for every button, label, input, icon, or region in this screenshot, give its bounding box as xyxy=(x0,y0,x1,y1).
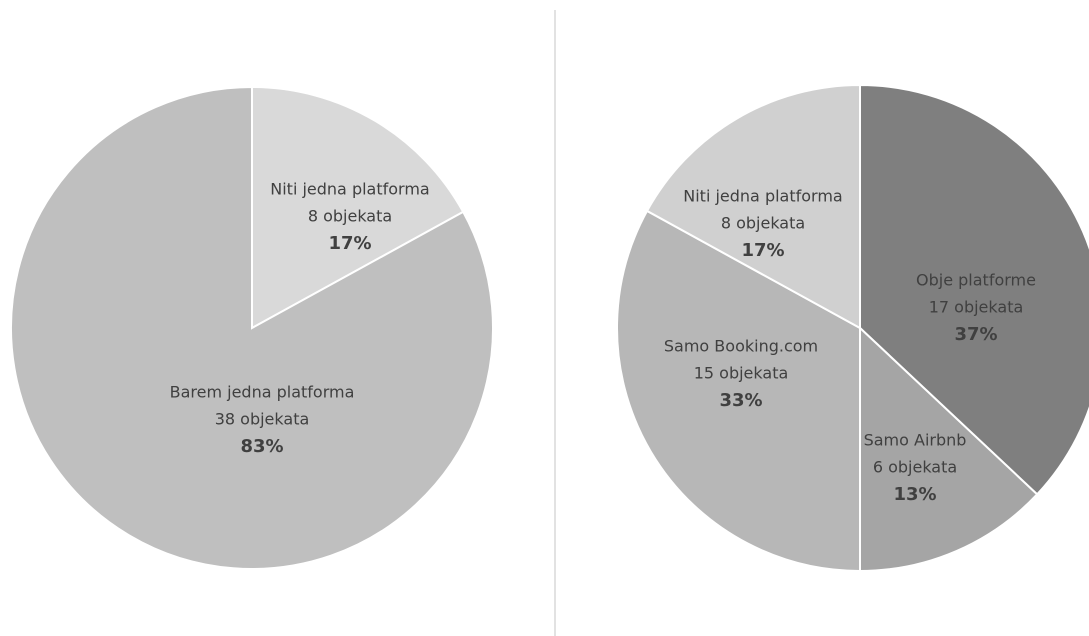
slice-percent: 33% xyxy=(719,390,762,411)
slice-category: Samo Booking.com xyxy=(664,337,818,356)
slice-percent: 83% xyxy=(240,436,283,457)
pie-slice xyxy=(859,325,1039,573)
slice-category: Barem jedna platforma xyxy=(170,383,355,402)
slice-percent: 17% xyxy=(741,240,784,261)
slice-category: Obje platforme xyxy=(916,271,1036,290)
slice-percent: 13% xyxy=(893,484,936,505)
pie-slice xyxy=(616,209,861,573)
slice-count: 8 objekata xyxy=(308,207,392,226)
pie-slice xyxy=(10,85,494,570)
slice-count: 17 objekata xyxy=(929,298,1024,317)
pie-slice xyxy=(859,83,1089,496)
slice-category: Niti jedna platforma xyxy=(683,187,842,206)
pie-slice xyxy=(645,83,861,330)
pie-slice xyxy=(251,85,465,330)
slice-percent: 17% xyxy=(328,233,371,254)
slice-count: 38 objekata xyxy=(215,410,310,429)
slice-category: Samo Airbnb xyxy=(864,431,967,450)
slice-count: 6 objekata xyxy=(873,458,957,477)
slice-category: Niti jedna platforma xyxy=(270,180,429,199)
slice-percent: 37% xyxy=(954,324,997,345)
slice-count: 15 objekata xyxy=(694,364,789,383)
slice-count: 8 objekata xyxy=(721,214,805,233)
